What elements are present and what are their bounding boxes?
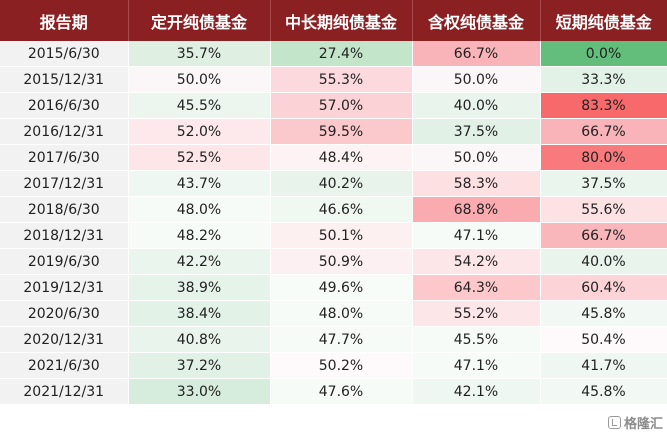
table-row: 2019/6/30 42.2% 50.9% 54.2% 40.0% <box>0 248 667 275</box>
value-cell: 37.5% <box>412 118 541 145</box>
value-cell: 50.0% <box>128 66 271 93</box>
value-cell: 83.3% <box>540 92 667 119</box>
period-cell: 2020/6/30 <box>0 300 129 327</box>
table-header: 报告期 定开纯债基金 中长期纯债基金 含权纯债基金 短期纯债基金 <box>0 0 667 41</box>
value-cell: 40.0% <box>540 248 667 275</box>
value-cell: 45.8% <box>540 378 667 405</box>
value-cell: 49.6% <box>270 274 413 301</box>
value-cell: 52.5% <box>128 144 271 171</box>
value-cell: 42.2% <box>128 248 271 275</box>
table-row: 2021/12/31 33.0% 47.6% 42.1% 45.8% <box>0 378 667 405</box>
value-cell: 60.4% <box>540 274 667 301</box>
value-cell: 55.2% <box>412 300 541 327</box>
table-row: 2020/12/31 40.8% 47.7% 45.5% 50.4% <box>0 326 667 353</box>
header-mid-long-term-fund: 中长期纯债基金 <box>270 0 413 41</box>
value-cell: 27.4% <box>270 41 413 67</box>
value-cell: 80.0% <box>540 144 667 171</box>
table-row: 2018/6/30 48.0% 46.6% 68.8% 55.6% <box>0 196 667 223</box>
value-cell: 50.1% <box>270 222 413 249</box>
value-cell: 55.6% <box>540 196 667 223</box>
period-cell: 2017/12/31 <box>0 170 129 197</box>
value-cell: 48.2% <box>128 222 271 249</box>
period-cell: 2018/12/31 <box>0 222 129 249</box>
value-cell: 55.3% <box>270 66 413 93</box>
header-equity-fund: 含权纯债基金 <box>412 0 541 41</box>
value-cell: 38.4% <box>128 300 271 327</box>
value-cell: 33.3% <box>540 66 667 93</box>
period-cell: 2015/12/31 <box>0 66 129 93</box>
period-cell: 2020/12/31 <box>0 326 129 353</box>
table-row: 2021/6/30 37.2% 50.2% 47.1% 41.7% <box>0 352 667 379</box>
header-open-ended-fund: 定开纯债基金 <box>128 0 271 41</box>
value-cell: 47.7% <box>270 326 413 353</box>
value-cell: 45.5% <box>128 92 271 119</box>
table-row: 2015/6/30 35.7% 27.4% 66.7% 0.0% <box>0 41 667 67</box>
period-cell: 2016/6/30 <box>0 92 129 119</box>
period-cell: 2018/6/30 <box>0 196 129 223</box>
value-cell: 0.0% <box>540 41 667 67</box>
value-cell: 47.1% <box>412 222 541 249</box>
table-row: 2016/12/31 52.0% 59.5% 37.5% 66.7% <box>0 118 667 145</box>
table-row: 2018/12/31 48.2% 50.1% 47.1% 66.7% <box>0 222 667 249</box>
value-cell: 64.3% <box>412 274 541 301</box>
table-row: 2019/12/31 38.9% 49.6% 64.3% 60.4% <box>0 274 667 301</box>
value-cell: 37.2% <box>128 352 271 379</box>
value-cell: 40.0% <box>412 92 541 119</box>
value-cell: 37.5% <box>540 170 667 197</box>
value-cell: 45.5% <box>412 326 541 353</box>
value-cell: 33.0% <box>128 378 271 405</box>
value-cell: 58.3% <box>412 170 541 197</box>
header-row: 报告期 定开纯债基金 中长期纯债基金 含权纯债基金 短期纯债基金 <box>0 0 667 41</box>
table-body: 2015/6/30 35.7% 27.4% 66.7% 0.0% 2015/12/31 50… <box>0 41 667 405</box>
value-cell: 48.0% <box>128 196 271 223</box>
value-cell: 48.0% <box>270 300 413 327</box>
value-cell: 47.1% <box>412 352 541 379</box>
table-row: 2016/6/30 45.5% 57.0% 40.0% 83.3% <box>0 92 667 119</box>
value-cell: 68.8% <box>412 196 541 223</box>
value-cell: 42.1% <box>412 378 541 405</box>
value-cell: 52.0% <box>128 118 271 145</box>
period-cell: 2019/12/31 <box>0 274 129 301</box>
value-cell: 50.0% <box>412 66 541 93</box>
period-cell: 2017/6/30 <box>0 144 129 171</box>
value-cell: 40.2% <box>270 170 413 197</box>
value-cell: 50.0% <box>412 144 541 171</box>
value-cell: 66.7% <box>412 41 541 67</box>
value-cell: 47.6% <box>270 378 413 405</box>
value-cell: 50.2% <box>270 352 413 379</box>
value-cell: 57.0% <box>270 92 413 119</box>
value-cell: 48.4% <box>270 144 413 171</box>
table-row: 2020/6/30 38.4% 48.0% 55.2% 45.8% <box>0 300 667 327</box>
period-cell: 2015/6/30 <box>0 41 129 67</box>
value-cell: 50.4% <box>540 326 667 353</box>
value-cell: 66.7% <box>540 222 667 249</box>
value-cell: 50.9% <box>270 248 413 275</box>
table-row: 2017/6/30 52.5% 48.4% 50.0% 80.0% <box>0 144 667 171</box>
value-cell: 40.8% <box>128 326 271 353</box>
value-cell: 46.6% <box>270 196 413 223</box>
value-cell: 45.8% <box>540 300 667 327</box>
period-cell: 2021/12/31 <box>0 378 129 405</box>
value-cell: 38.9% <box>128 274 271 301</box>
watermark-logo-icon <box>607 416 621 429</box>
period-cell: 2016/12/31 <box>0 118 129 145</box>
fund-ratio-table: 报告期 定开纯债基金 中长期纯债基金 含权纯债基金 短期纯债基金 2015/6/… <box>0 0 667 405</box>
header-short-term-fund: 短期纯债基金 <box>540 0 667 41</box>
period-cell: 2019/6/30 <box>0 248 129 275</box>
watermark: 格隆汇 <box>607 413 663 432</box>
header-period: 报告期 <box>0 0 129 41</box>
value-cell: 41.7% <box>540 352 667 379</box>
value-cell: 59.5% <box>270 118 413 145</box>
table-row: 2017/12/31 43.7% 40.2% 58.3% 37.5% <box>0 170 667 197</box>
table-row: 2015/12/31 50.0% 55.3% 50.0% 33.3% <box>0 66 667 93</box>
value-cell: 35.7% <box>128 41 271 67</box>
period-cell: 2021/6/30 <box>0 352 129 379</box>
watermark-text: 格隆汇 <box>623 417 663 432</box>
value-cell: 66.7% <box>540 118 667 145</box>
value-cell: 43.7% <box>128 170 271 197</box>
value-cell: 54.2% <box>412 248 541 275</box>
